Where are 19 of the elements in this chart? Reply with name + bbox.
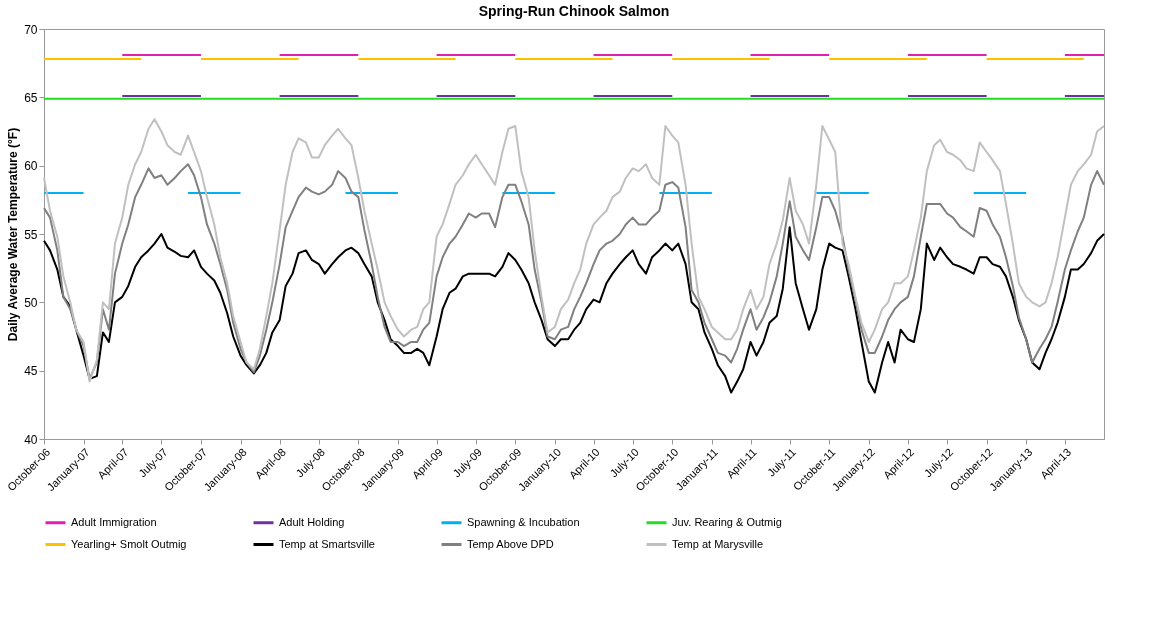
- legend-label: Temp at Smartsville: [279, 537, 375, 550]
- legend-label: Temp at Marysville: [672, 537, 764, 550]
- legend-label: Yearling+ Smolt Outmig: [71, 537, 187, 550]
- legend-label: Temp Above DPD: [467, 537, 554, 550]
- y-tick-label: 60: [24, 159, 38, 174]
- chart-title: Spring-Run Chinook Salmon: [478, 3, 670, 19]
- line-series: [43, 118, 1105, 383]
- y-tick-label: 65: [24, 90, 38, 105]
- y-tick-label: 40: [24, 432, 38, 447]
- legend-label: Adult Holding: [279, 515, 345, 528]
- legend-label: Spawning & Incubation: [467, 515, 580, 528]
- y-tick-label: 50: [24, 295, 38, 310]
- legend-label: Juv. Rearing & Outmig: [672, 515, 782, 528]
- line-series: [43, 226, 1105, 394]
- legend-label: Adult Immigration: [71, 515, 157, 528]
- y-tick-label: 70: [24, 22, 38, 37]
- y-axis-title: Daily Average Water Temperature (°F): [6, 127, 21, 342]
- y-tick-label: 55: [24, 227, 38, 242]
- y-tick-label: 45: [24, 364, 38, 379]
